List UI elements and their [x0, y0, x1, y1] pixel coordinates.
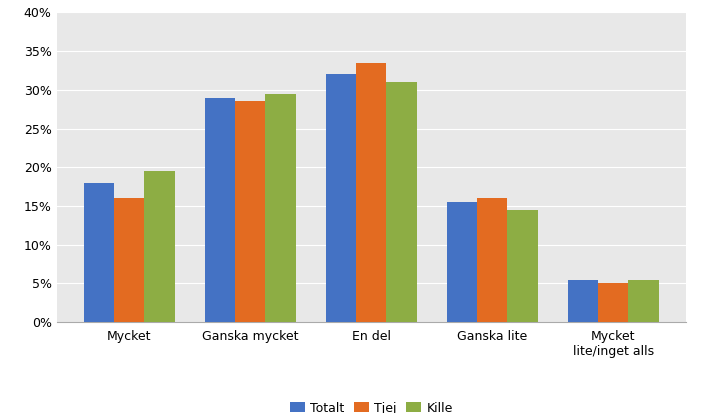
Bar	[326, 74, 356, 322]
Bar	[629, 280, 658, 322]
Bar	[568, 280, 598, 322]
Bar	[144, 171, 175, 322]
Bar	[447, 202, 477, 322]
Bar	[386, 82, 416, 322]
Bar	[205, 97, 235, 322]
Bar	[265, 94, 296, 322]
Bar	[508, 210, 537, 322]
Bar	[356, 63, 386, 322]
Bar	[114, 198, 144, 322]
Bar	[477, 198, 508, 322]
Bar	[235, 102, 265, 322]
Legend: Totalt, Tjej, Kille: Totalt, Tjej, Kille	[285, 396, 457, 413]
Bar	[598, 283, 629, 322]
Bar	[84, 183, 114, 322]
